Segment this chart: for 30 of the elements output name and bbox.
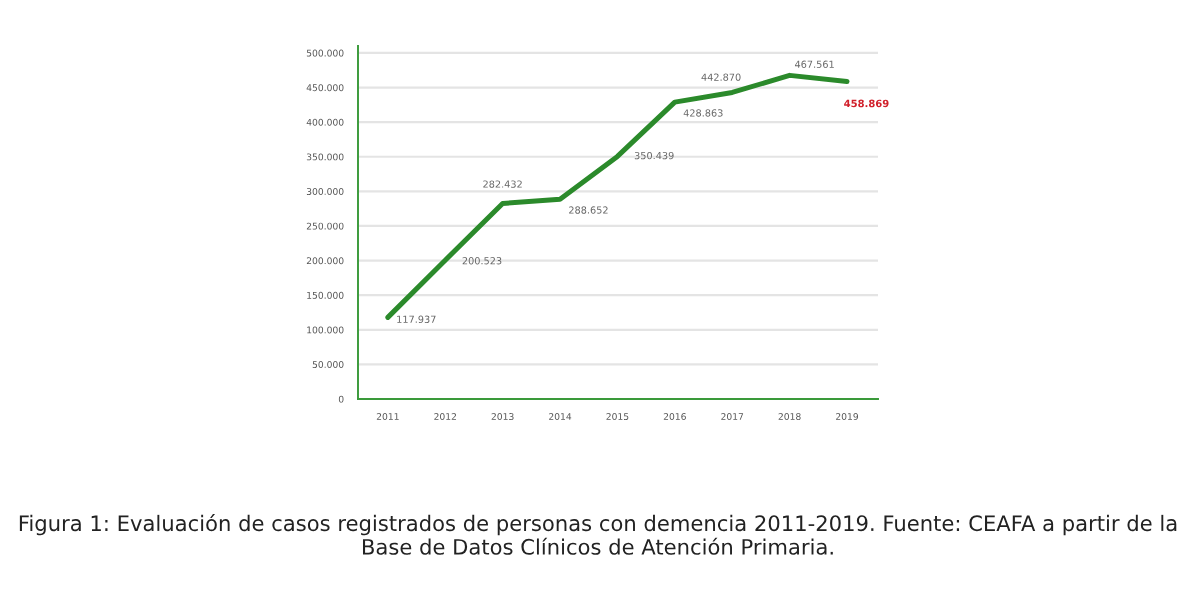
x-tick-label: 2012 xyxy=(434,413,456,420)
x-tick-label: 2013 xyxy=(491,413,514,420)
data-label: 288.652 xyxy=(569,206,608,214)
x-tick-label: 2017 xyxy=(721,413,744,420)
data-label: 467.561 xyxy=(794,60,834,68)
x-tick-label: 2016 xyxy=(663,413,686,420)
y-tick-label: 200.000 xyxy=(306,257,344,265)
x-tick-label: 2019 xyxy=(836,413,859,420)
data-label: 428.863 xyxy=(683,109,723,117)
y-tick-label: 150.000 xyxy=(307,291,344,299)
x-tick-label: 2011 xyxy=(376,413,399,420)
y-tick-label: 100.000 xyxy=(307,326,344,334)
data-label: 458.869 xyxy=(844,99,889,108)
x-tick-label: 2014 xyxy=(549,413,572,420)
data-label: 442.870 xyxy=(701,73,741,81)
data-label: 117.937 xyxy=(397,315,436,323)
y-tick-label: 250.000 xyxy=(306,222,344,230)
y-tick-label: 400.000 xyxy=(306,118,344,126)
data-label: 200.523 xyxy=(462,257,502,265)
y-tick-label: 450.000 xyxy=(306,84,344,92)
y-tick-label: 350.000 xyxy=(306,153,344,161)
y-tick-label: 0 xyxy=(338,395,344,403)
text: Figura 1: Evaluación de casos registrados de personas con demencia 2011-2019. Fuente: CEAFA a partir de la Base de Datos Clínicos de Atención Primaria. xyxy=(19,514,1177,555)
data-label: 350.439 xyxy=(634,151,674,160)
y-tick-label: 50.000 xyxy=(312,361,344,369)
x-tick-label: 2015 xyxy=(606,413,629,420)
y-tick-label: 300.000 xyxy=(306,188,344,195)
data-label: 282.432 xyxy=(483,180,522,188)
x-tick-label: 2018 xyxy=(778,413,801,420)
y-tick-label: 500.000 xyxy=(306,49,344,57)
